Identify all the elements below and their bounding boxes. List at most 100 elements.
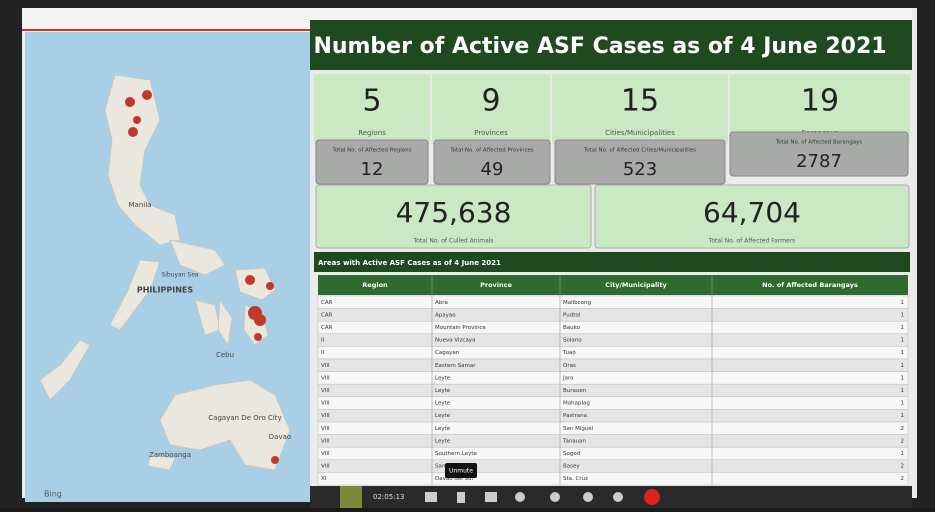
map-label: Manila — [129, 201, 152, 209]
table-row — [318, 372, 908, 385]
table-cell: Solano — [563, 338, 582, 344]
table-cell: Sogod — [563, 451, 580, 457]
table-cell: VIII — [321, 375, 330, 381]
table-cell: Apayao — [435, 312, 456, 318]
kpi-value: 15 — [621, 84, 659, 119]
table-cell: 1 — [901, 338, 905, 344]
total-value: 2787 — [796, 151, 842, 172]
map-label: Davao — [269, 433, 291, 441]
camera-button[interactable] — [425, 492, 437, 502]
table-cell: Burauen — [563, 388, 587, 394]
table-cell: Leyte — [435, 438, 451, 444]
kpi-value: 5 — [362, 84, 381, 119]
table: RegionProvinceCity/MunicipalityNo. of Af… — [318, 275, 908, 485]
total-value: 12 — [361, 159, 384, 180]
total-value: 523 — [623, 159, 657, 180]
map-label: Sibuyan Sea — [161, 272, 199, 279]
table-cell: VIII — [321, 464, 330, 470]
table-cell: VIII — [321, 388, 330, 394]
people-button[interactable] — [613, 492, 623, 502]
table-cell: Eastern Samar — [435, 363, 476, 369]
map-label: Zamboanga — [149, 451, 191, 459]
table-cell: Jaro — [562, 375, 574, 381]
table-cell: 1 — [901, 325, 905, 331]
table-cell: CAR — [321, 312, 333, 318]
map-label: PHILIPPINES — [137, 286, 193, 295]
table-cell: Basey — [563, 464, 580, 470]
table-cell: Leyte — [435, 375, 451, 381]
dashboard-title: Number of Active ASF Cases as of 4 June … — [313, 34, 886, 59]
table-cell: 1 — [901, 300, 905, 306]
kpi-label: Cities/Municipalities — [605, 129, 675, 137]
table-cell: II — [321, 338, 325, 344]
table-cell: VIII — [321, 363, 330, 369]
column-header: No. of Affected Barangays — [762, 281, 858, 289]
table-cell: Oras — [563, 363, 576, 369]
kpi-value: 9 — [481, 84, 500, 119]
app-icon[interactable] — [340, 486, 362, 508]
table-cell: 1 — [901, 363, 905, 369]
table-cell: Malibcong — [563, 300, 591, 306]
meeting-time: 02:05:13 — [373, 493, 404, 501]
leave-button[interactable] — [644, 489, 660, 505]
table-cell: CAR — [321, 300, 333, 306]
column-header: Region — [362, 281, 388, 289]
kpi-label: Regions — [358, 129, 386, 137]
table-cell: Southern Leyte — [435, 451, 478, 457]
total-label: Total No. of Affected Cities/Municipalit… — [583, 148, 696, 154]
mic-button[interactable] — [457, 492, 465, 503]
raise-hand-button[interactable] — [550, 492, 560, 502]
table-cell: 1 — [901, 401, 905, 407]
table-cell: Pudtol — [563, 312, 581, 318]
table-cell: VIII — [321, 426, 330, 432]
table-row — [318, 447, 908, 460]
table-cell: 1 — [901, 413, 905, 419]
table-row — [318, 309, 908, 322]
table-cell: VIII — [321, 401, 330, 407]
summary-label: Total No. of Affected Farmers — [708, 238, 796, 245]
table-row — [318, 435, 908, 448]
reactions-button[interactable] — [583, 492, 593, 502]
kpi-label: Provinces — [474, 129, 508, 137]
map-attribution: Bing — [44, 490, 62, 499]
table-cell: 2 — [901, 426, 905, 432]
table-row — [318, 296, 908, 309]
table-cell: VIII — [321, 438, 330, 444]
table-cell: CAR — [321, 325, 333, 331]
table-cell: Leyte — [435, 426, 451, 432]
cards: 5 Regions 9 Provinces 15 Cities/Municipalitie… — [314, 74, 910, 248]
table-cell: 1 — [901, 388, 905, 394]
dashboard-photo: ManilaSibuyan SeaPHILIPPINESCebuCagayan … — [0, 0, 935, 508]
summary-value: 475,638 — [396, 196, 512, 229]
table-cell: Tuao — [562, 350, 576, 356]
more-button[interactable] — [515, 492, 525, 502]
table-row — [318, 321, 908, 334]
table-row — [318, 384, 908, 397]
table-cell: Nueva Vizcaya — [435, 338, 475, 344]
total-label: Total No. of Affected Provinces — [449, 148, 534, 154]
column-header: City/Municipality — [605, 281, 667, 289]
table-cell: 1 — [901, 375, 905, 381]
kpi-value: 19 — [801, 84, 839, 119]
screen: ManilaSibuyan SeaPHILIPPINESCebuCagayan … — [0, 0, 935, 508]
table-cell: 2 — [901, 464, 905, 470]
table-cell: Abra — [435, 300, 448, 306]
table-cell: Mountain Province — [435, 325, 486, 331]
table-row — [318, 334, 908, 347]
table-cell: VIII — [321, 413, 330, 419]
share-button[interactable] — [485, 492, 497, 502]
summary-value: 64,704 — [703, 196, 801, 229]
table-row — [318, 359, 908, 372]
table-cell: VIII — [321, 451, 330, 457]
total-value: 49 — [481, 159, 504, 180]
table-cell: Mahaplag — [563, 401, 590, 407]
table-cell: Pastrana — [563, 413, 587, 419]
tooltip-text: Unmute — [449, 468, 473, 475]
table-cell: 1 — [901, 350, 905, 356]
map-label: Cagayan De Oro City — [208, 414, 281, 422]
table-cell: Leyte — [435, 413, 451, 419]
table-title: Areas with Active ASF Cases as of 4 June… — [318, 259, 501, 267]
table-cell: Bauko — [563, 325, 581, 331]
table-cell: Sta. Cruz — [563, 476, 588, 482]
table-cell: XI — [321, 476, 327, 482]
